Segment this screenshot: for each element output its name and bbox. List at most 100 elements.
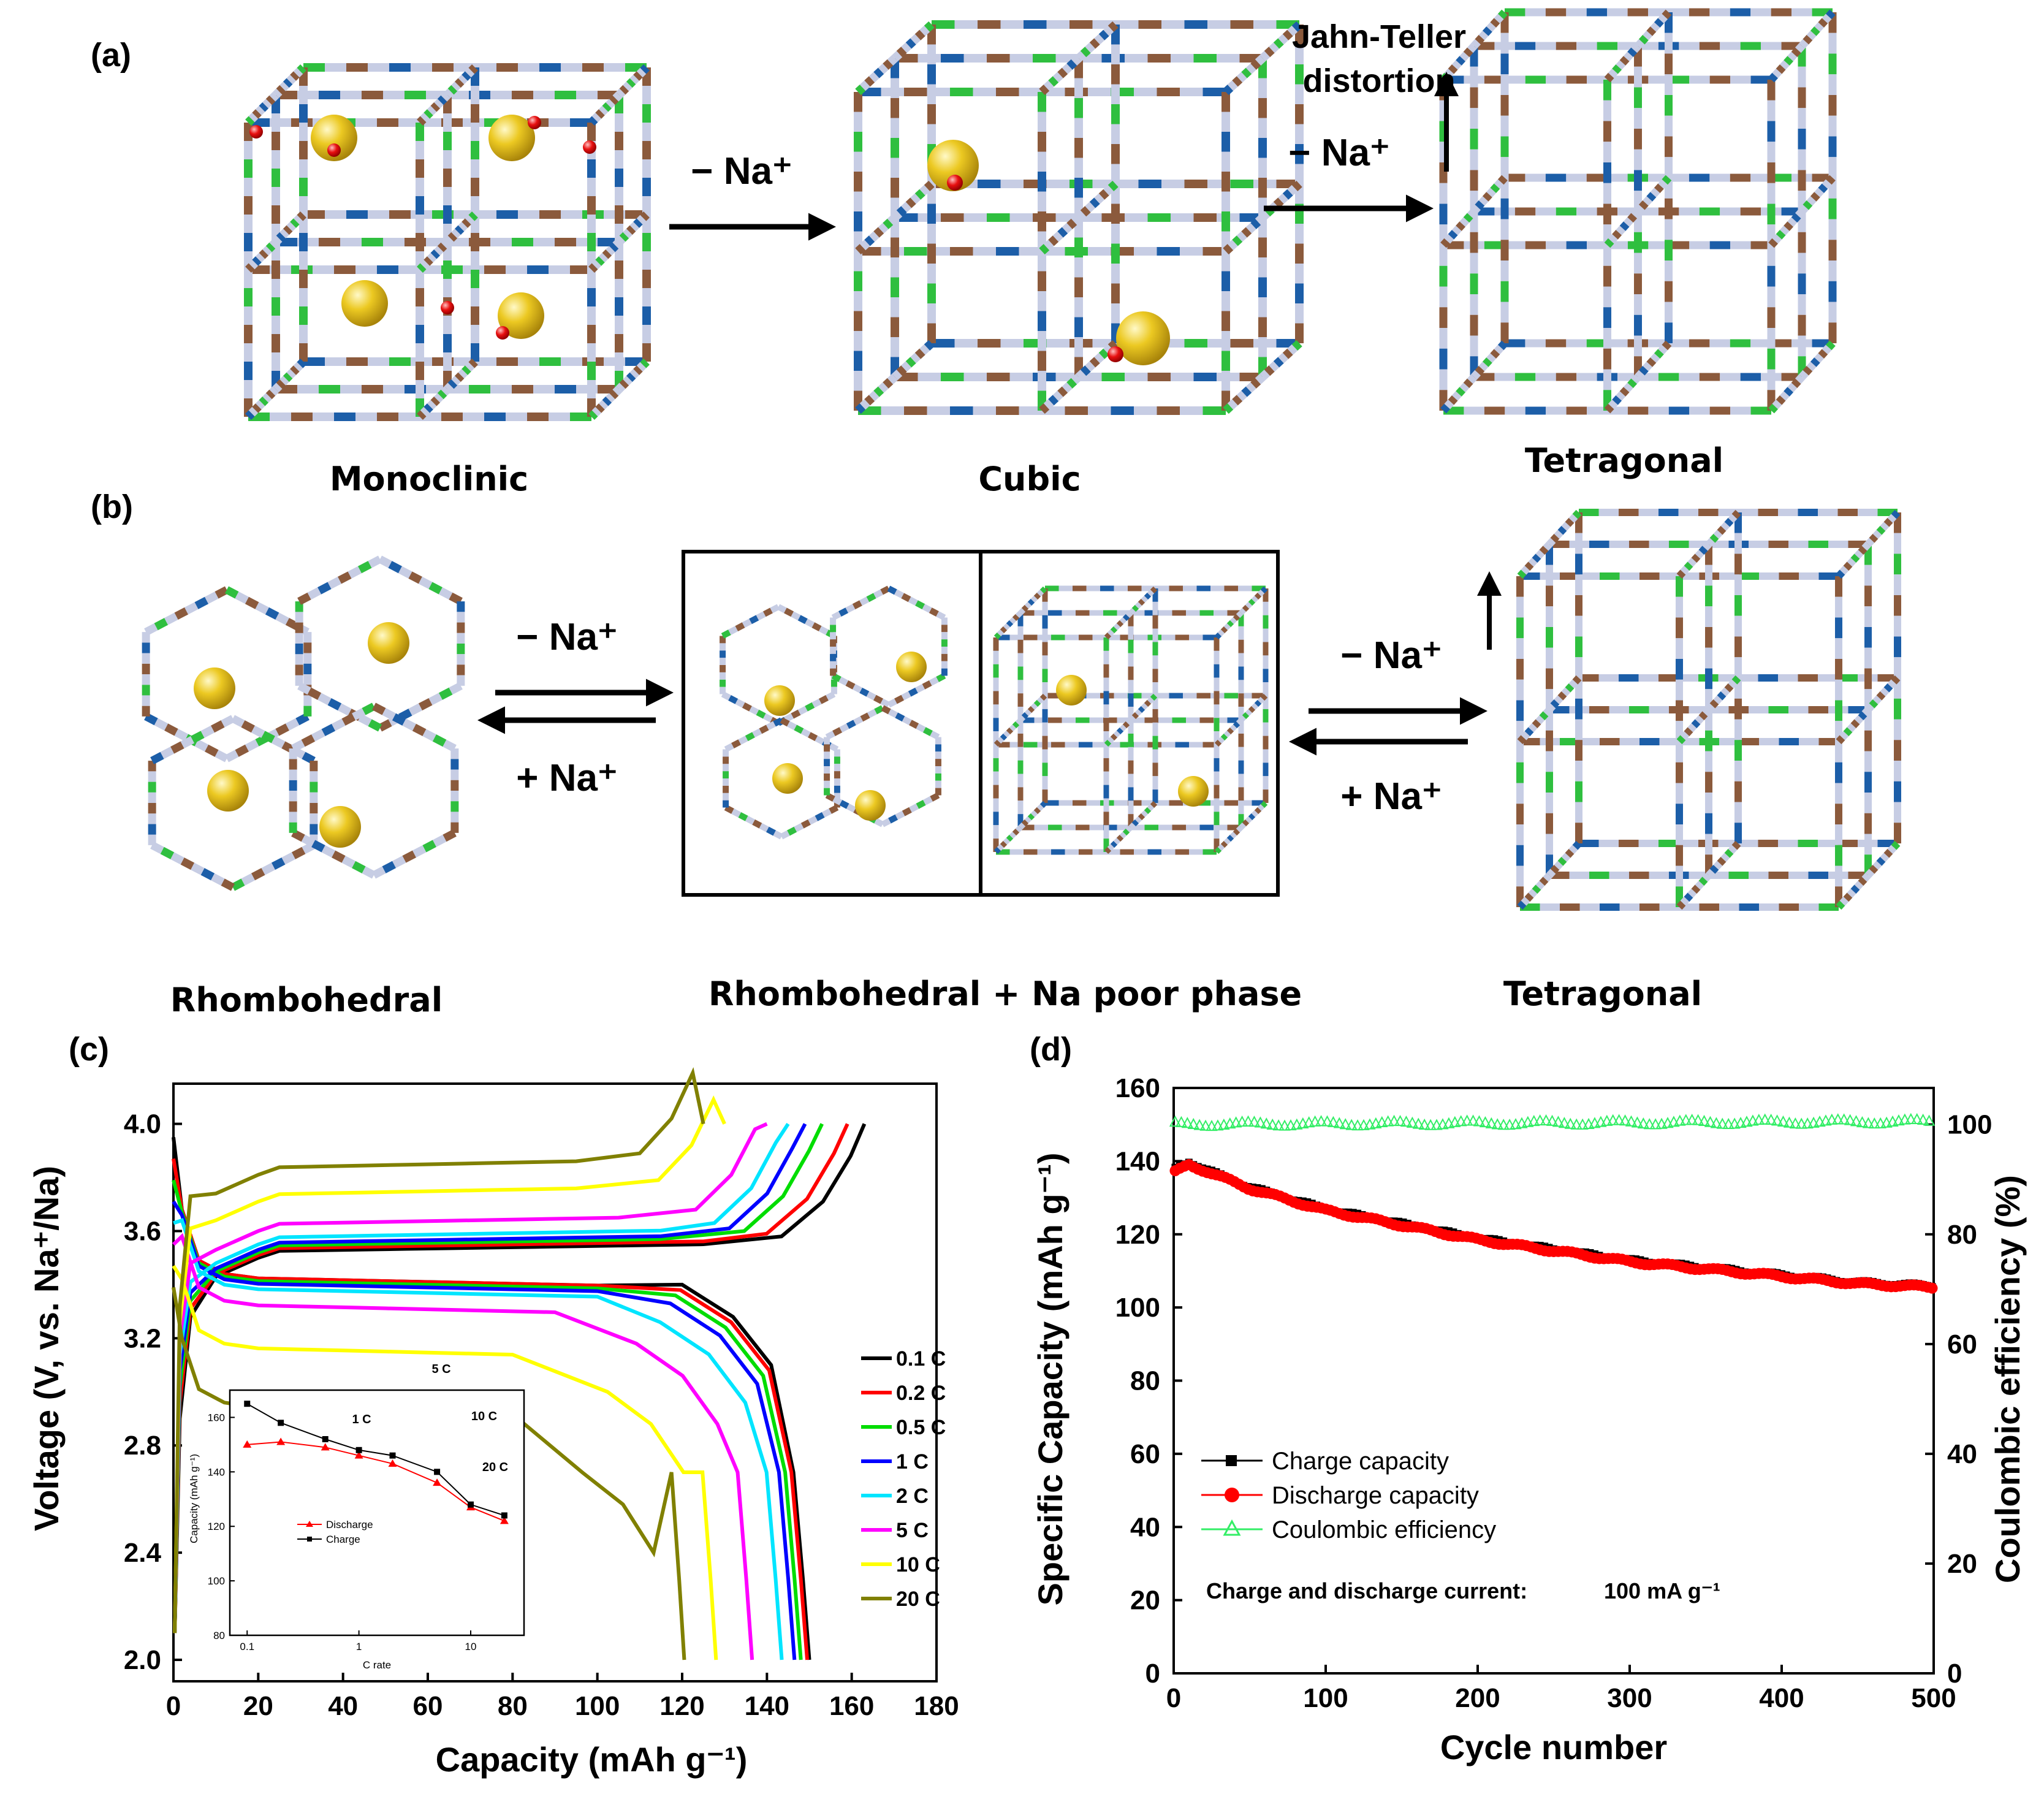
lattice-bond	[994, 739, 1001, 747]
legend-label: 10 C	[896, 1553, 940, 1576]
lattice-bond	[1843, 561, 1853, 571]
lattice-bond	[297, 592, 311, 605]
lattice-bond	[1616, 391, 1626, 401]
lattice-bond	[1799, 39, 1809, 49]
na-atom	[368, 622, 409, 664]
lattice-bond	[1608, 68, 1618, 78]
lattice-bond	[1229, 724, 1237, 732]
lattice-bond	[1089, 357, 1100, 368]
lattice-bond	[230, 715, 245, 728]
na-atom	[1178, 776, 1209, 807]
lattice-bond	[290, 218, 300, 228]
lattice-bond	[1883, 848, 1893, 858]
lattice-bond	[1539, 876, 1549, 886]
lattice-bond	[1814, 353, 1825, 363]
lattice-bond	[1128, 715, 1136, 723]
lattice-bond	[1080, 206, 1091, 217]
lattice-bond	[791, 709, 801, 719]
lattice-bond	[731, 808, 742, 818]
charge-curve	[173, 1123, 849, 1633]
ce-point	[1613, 1114, 1625, 1125]
lattice-bond	[465, 362, 475, 372]
lattice-bond	[1869, 864, 1879, 874]
lattice-bond	[1043, 399, 1054, 410]
lattice-bond	[352, 708, 366, 721]
lattice-bond	[1451, 60, 1462, 70]
lattice-bond	[1843, 892, 1853, 902]
lattice-bond	[191, 862, 205, 875]
inset-point-discharge	[321, 1443, 330, 1451]
lattice-bond	[412, 845, 427, 858]
na-atom	[772, 763, 803, 794]
lattice-bond	[1033, 699, 1041, 707]
lattice-bond	[1517, 569, 1527, 579]
lattice-bond	[1557, 525, 1567, 535]
lattice-bond	[773, 830, 783, 840]
lattice-bond	[915, 683, 925, 693]
lattice-bond	[1239, 715, 1247, 723]
lattice-bond	[1471, 370, 1481, 380]
lattice-bond	[262, 393, 272, 403]
lattice-bond	[1524, 561, 1534, 571]
lattice-bond	[791, 611, 801, 621]
lattice-bond	[1638, 34, 1649, 45]
lattice-bond	[1772, 234, 1782, 244]
lattice-bond	[1865, 538, 1875, 547]
lattice-bond	[1662, 340, 1672, 351]
legend-label: 0.5 C	[896, 1416, 946, 1439]
reaction-label-a1: − Na⁺	[691, 150, 792, 192]
x-tick-label: 180	[914, 1691, 959, 1721]
lattice-bond	[465, 215, 475, 225]
x-tick-label: 100	[1303, 1683, 1348, 1713]
discharge-point	[1926, 1282, 1938, 1294]
lattice-bond	[1713, 695, 1723, 705]
lattice-bond	[867, 709, 877, 718]
lattice-bond	[1494, 13, 1504, 24]
lattice-bond	[909, 803, 919, 813]
lattice-bond	[1658, 179, 1668, 189]
lattice-bond	[853, 716, 864, 726]
y-tick-label: 2.0	[124, 1645, 161, 1675]
lattice-bond	[1880, 522, 1890, 531]
inset-frame	[229, 1389, 525, 1637]
lattice-bond	[1147, 804, 1155, 812]
lattice-bond	[997, 736, 1005, 744]
lattice-bond	[1791, 378, 1801, 389]
lattice-bond	[883, 378, 894, 389]
lattice-bond	[1717, 691, 1727, 701]
lattice-bond	[1241, 67, 1252, 78]
lattice-bond	[378, 555, 392, 568]
inset-y-tick-label: 120	[208, 1521, 225, 1532]
lattice-bond	[916, 723, 926, 733]
lattice-bond	[1440, 238, 1451, 248]
lattice-bond	[1546, 869, 1556, 878]
lattice-bond	[1039, 693, 1047, 701]
legend-label: 0.1 C	[896, 1347, 946, 1371]
lattice-bond	[1444, 234, 1454, 244]
lattice-bond	[588, 116, 598, 126]
x-tick-label: 120	[659, 1691, 704, 1721]
lattice-bond	[273, 235, 283, 245]
lattice-bond	[1128, 822, 1136, 830]
ce-point	[1339, 1118, 1351, 1130]
lattice-bond	[1076, 369, 1087, 381]
inset-point-charge	[355, 1447, 362, 1453]
lattice-bond	[1486, 188, 1497, 197]
lattice-bond	[874, 705, 884, 715]
lattice-bond	[1463, 213, 1473, 223]
lattice-bond	[420, 259, 430, 270]
lattice-bond	[845, 680, 856, 690]
inset-point-charge	[278, 1420, 284, 1426]
ce-point	[1576, 1118, 1589, 1130]
lattice-bond	[629, 221, 640, 232]
x-tick-label: 400	[1759, 1683, 1804, 1713]
lattice-bond	[1260, 586, 1268, 594]
lattice-bond	[1009, 617, 1017, 625]
lattice-bond	[636, 215, 647, 225]
lattice-bond	[261, 731, 275, 743]
ce-point	[1570, 1118, 1582, 1130]
lattice-bond	[1251, 810, 1259, 818]
lattice-bond	[259, 249, 269, 259]
lattice-bond	[443, 829, 457, 842]
ce-point	[1285, 1119, 1297, 1131]
